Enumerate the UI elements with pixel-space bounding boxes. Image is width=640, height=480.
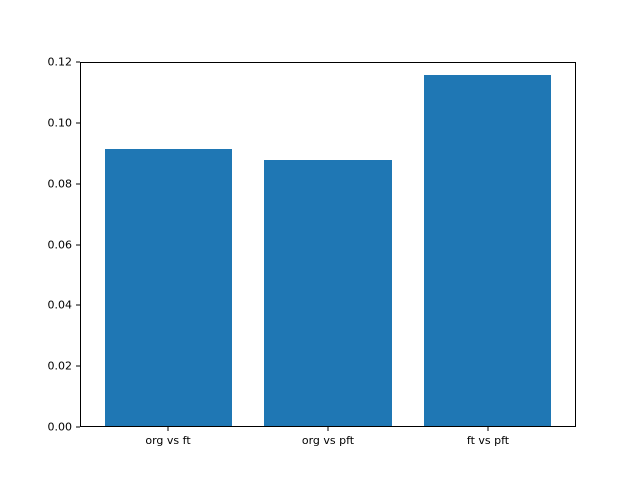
y-tick-mark [76,365,80,367]
y-tick-label: 0.10 [47,116,73,130]
y-tick-label: 0.06 [47,238,73,251]
bar-org-vs-pft [264,160,392,426]
y-tick-label: 0.04 [47,298,73,312]
plot-area [80,62,576,427]
x-tick-mark [167,427,169,431]
y-tick-mark [76,304,80,306]
y-tick-mark [76,122,80,124]
x-tick-mark [487,427,489,431]
y-tick-mark [76,426,80,428]
x-tick-label: org vs ft [145,434,191,447]
y-tick-label: 0.12 [47,55,73,69]
y-tick-label: 0.08 [47,177,73,191]
x-tick-label: org vs pft [301,434,355,447]
y-tick-label: 0.02 [47,359,73,373]
x-tick-mark [327,427,329,431]
x-tick-label: ft vs pft [466,434,510,447]
y-tick-mark [76,183,80,185]
y-tick-mark [76,61,80,63]
y-tick-mark [76,244,80,245]
bar-ft-vs-pft [423,75,552,426]
y-tick-label: 0.00 [47,420,73,434]
bar-org-vs-ft [104,149,233,426]
